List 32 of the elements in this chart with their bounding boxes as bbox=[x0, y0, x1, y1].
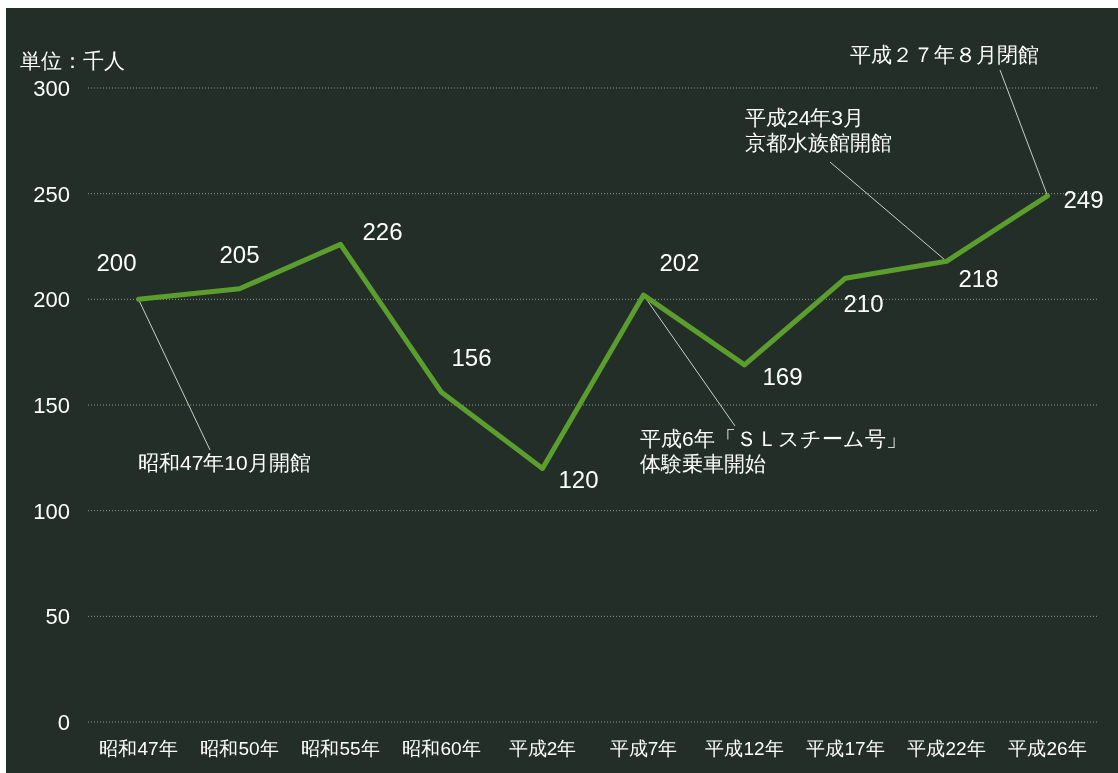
data-label: 156 bbox=[451, 344, 492, 372]
data-label: 249 bbox=[1063, 185, 1104, 213]
y-tick-label: 250 bbox=[33, 181, 70, 207]
data-label: 169 bbox=[762, 362, 803, 390]
x-tick-label: 平成7年 bbox=[609, 738, 678, 759]
x-tick-label: 平成17年 bbox=[806, 738, 885, 759]
y-tick-label: 300 bbox=[33, 76, 70, 101]
y-tick-label: 100 bbox=[33, 498, 70, 524]
data-label: 200 bbox=[96, 249, 137, 277]
annotation: 平成24年3月京都水族館開館 bbox=[745, 106, 892, 155]
y-tick-label: 150 bbox=[33, 393, 70, 418]
x-tick-label: 平成22年 bbox=[907, 738, 986, 759]
y-tick-label: 0 bbox=[57, 710, 70, 735]
x-tick-label: 平成26年 bbox=[1008, 738, 1087, 759]
data-label: 210 bbox=[843, 290, 884, 318]
annotation: 昭和47年10月開館 bbox=[138, 451, 311, 474]
x-tick-label: 昭和55年 bbox=[301, 738, 380, 759]
x-tick-label: 昭和50年 bbox=[200, 738, 279, 759]
data-label: 120 bbox=[558, 466, 599, 494]
data-label: 205 bbox=[219, 240, 260, 268]
data-label: 202 bbox=[659, 249, 700, 277]
data-label: 218 bbox=[958, 265, 999, 293]
x-tick-label: 昭和60年 bbox=[402, 738, 481, 759]
annotation: 平成6年「ＳＬスチーム号」体験乗車開始 bbox=[640, 427, 907, 476]
data-label: 226 bbox=[362, 218, 403, 246]
y-axis-title: 単位：千人 bbox=[20, 49, 125, 72]
x-tick-label: 平成12年 bbox=[705, 738, 784, 759]
y-tick-label: 200 bbox=[33, 287, 70, 313]
y-tick-label: 50 bbox=[45, 604, 70, 630]
x-tick-label: 平成2年 bbox=[508, 738, 577, 759]
annotation: 平成２７年８月閉館 bbox=[850, 43, 1039, 66]
x-tick-label: 昭和47年 bbox=[99, 738, 178, 759]
